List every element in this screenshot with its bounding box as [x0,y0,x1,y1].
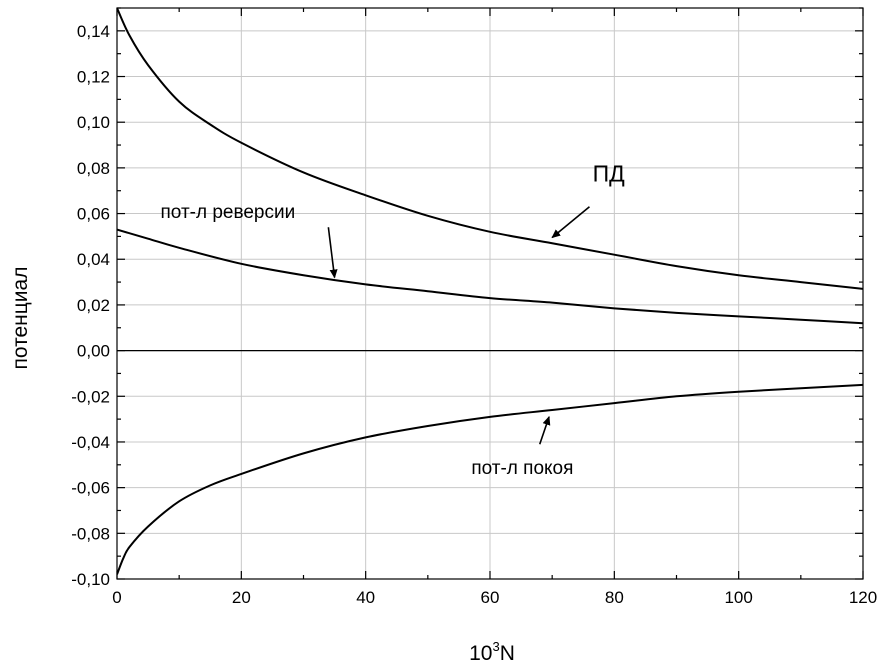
y-tick-label: 0,10 [77,113,110,132]
label-reversal-text: пот-л реверсии [161,202,296,223]
y-tick-label: -0,10 [71,570,110,589]
y-tick-label: 0,04 [77,250,110,269]
x-tick-label: 80 [605,588,624,607]
label-rest-text: пот-л покоя [471,458,573,479]
y-tick-label: 0,12 [77,68,110,87]
x-tick-label: 20 [232,588,251,607]
axis-ticks: 0 20 40 60 80 100 120 -0,10 -0,08 -0,06 -0,04 -0,02… [71,7,877,607]
x-axis-title-base: 10 [469,642,492,665]
y-axis-title: потенциал [9,267,32,370]
y-tick-label: 0,02 [77,296,110,315]
y-tick-label: 0,08 [77,159,110,178]
series-line-reversal [117,228,863,325]
y-tick-label: 0,00 [77,342,110,361]
y-tick-label: 0,06 [77,205,110,224]
y-tick-label: -0,04 [71,433,110,452]
series-group [117,8,863,575]
x-axis-title: 103N [469,639,515,665]
x-tick-label: 100 [724,588,752,607]
label-reversal-arrow [327,227,338,279]
annotations: ПД пот-л реверсии пот-л покоя [161,161,626,479]
label-pd-text: ПД [593,161,626,187]
series-line-rest [117,383,863,575]
series-line-pd [117,8,863,290]
label-rest-arrow [538,415,551,445]
x-tick-label: 120 [849,588,877,607]
x-tick-label: 0 [112,588,121,607]
x-tick-label: 40 [356,588,375,607]
x-axis-title-variable: N [500,642,515,665]
x-tick-label: 60 [481,588,500,607]
y-tick-label: -0,06 [71,479,110,498]
label-pd-arrow [551,206,590,239]
y-tick-label: -0,08 [71,524,110,543]
grid [117,8,863,579]
y-tick-label: -0,02 [71,387,110,406]
x-axis-title-exponent: 3 [492,639,499,654]
y-tick-label: 0,14 [77,22,110,41]
